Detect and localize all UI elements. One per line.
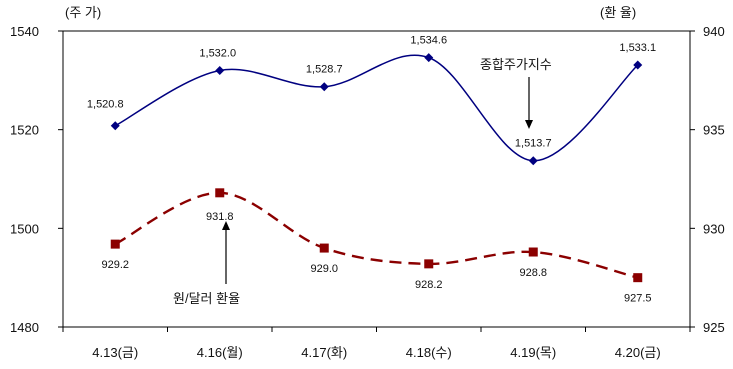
x-tick-label: 4.17(화) — [301, 345, 347, 360]
data-label: 928.2 — [415, 279, 443, 291]
data-point-marker — [424, 53, 434, 63]
data-label: 929.0 — [310, 263, 338, 275]
data-label: 929.2 — [101, 259, 129, 271]
left-tick-label: 1540 — [10, 24, 39, 39]
data-point-marker — [319, 243, 329, 253]
data-point-marker — [215, 188, 225, 198]
right-tick-label: 940 — [703, 24, 725, 39]
data-point-marker — [110, 121, 120, 131]
data-label: 1,520.8 — [87, 99, 124, 111]
right-tick-label: 925 — [703, 320, 725, 335]
data-label: 1,532.0 — [199, 47, 236, 59]
data-label: 928.8 — [519, 267, 547, 279]
data-point-marker — [215, 65, 225, 75]
data-point-marker — [319, 82, 329, 92]
x-tick-label: 4.20(금) — [615, 345, 661, 360]
data-point-marker — [528, 156, 538, 166]
series-layer: 1,520.8 1,532.0 1,528.7 1,534.6 1,513.7 1,533… — [87, 35, 656, 305]
series-line-1 — [114, 191, 639, 279]
x-axis: 4.13(금) 4.16(월) 4.17(화) 4.18(수) 4.19(목) 4.20(… — [62, 327, 691, 360]
series-annotation-kospi: 종합주가지수 — [480, 57, 552, 72]
right-axis-unit-label: (환 율) — [600, 5, 636, 20]
series-annotation-fx: 원/달러 환율 — [173, 291, 240, 306]
x-tick-label: 4.18(수) — [406, 345, 452, 360]
data-point-marker — [424, 259, 434, 269]
data-point-marker — [633, 60, 643, 70]
x-tick-label: 4.13(금) — [92, 345, 138, 360]
right-tick-label: 930 — [703, 221, 725, 236]
data-point-marker — [633, 273, 643, 283]
annotation-arrowhead-kospi — [525, 120, 533, 129]
x-tick-label: 4.19(목) — [510, 345, 556, 360]
data-label: 927.5 — [624, 293, 652, 305]
left-axis: 1480 1500 1520 1540 — [10, 24, 63, 335]
x-tick-label: 4.16(월) — [197, 345, 243, 360]
data-label: 1,533.1 — [619, 42, 656, 54]
right-axis: 925 930 935 940 — [690, 24, 725, 335]
left-tick-label: 1480 — [10, 320, 39, 335]
left-axis-unit-label: (주 가) — [65, 5, 101, 20]
plot-area — [62, 30, 691, 328]
data-label: 1,534.6 — [410, 35, 447, 47]
left-tick-label: 1500 — [10, 221, 39, 236]
data-point-marker — [528, 247, 538, 257]
data-label: 1,513.7 — [515, 138, 552, 150]
data-point-marker — [110, 239, 120, 249]
data-label: 1,528.7 — [306, 64, 343, 76]
right-tick-label: 935 — [703, 123, 725, 138]
left-tick-label: 1520 — [10, 123, 39, 138]
annotation-arrowhead-fx — [222, 221, 230, 230]
data-label: 931.8 — [206, 211, 234, 223]
